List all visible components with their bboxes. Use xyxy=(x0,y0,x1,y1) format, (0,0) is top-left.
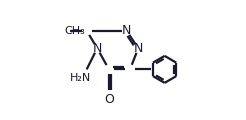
Text: N: N xyxy=(122,24,131,37)
Text: N: N xyxy=(134,42,143,55)
Text: CH₃: CH₃ xyxy=(64,26,85,36)
Text: N: N xyxy=(92,42,102,55)
Text: O: O xyxy=(104,93,114,106)
Text: H₂N: H₂N xyxy=(70,73,91,83)
